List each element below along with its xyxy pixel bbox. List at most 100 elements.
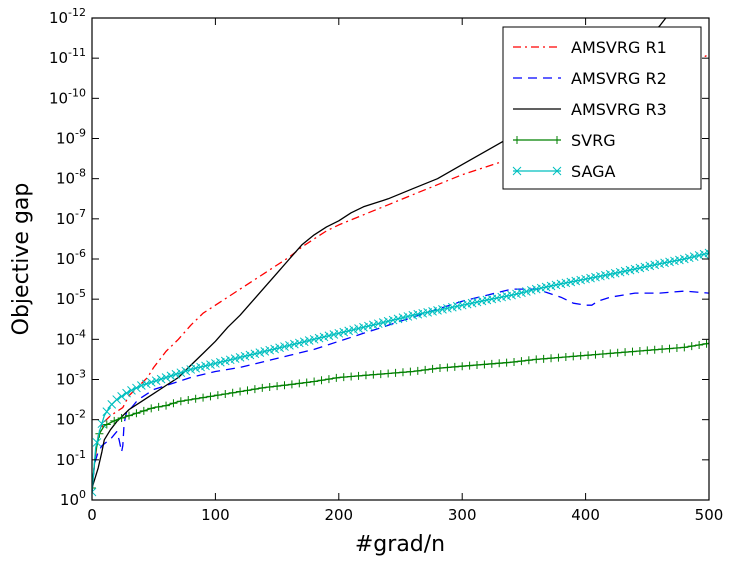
y-tick-label: 10-10 xyxy=(49,86,86,107)
series-marker xyxy=(569,352,578,361)
series-marker xyxy=(344,326,354,336)
series-marker xyxy=(201,361,210,371)
series-marker xyxy=(211,359,220,368)
series-marker xyxy=(369,370,378,379)
series-marker xyxy=(334,328,344,338)
series-marker xyxy=(309,334,319,344)
series-marker xyxy=(547,354,556,363)
series-marker xyxy=(110,416,119,425)
legend-label: SAGA xyxy=(571,162,616,181)
series-marker xyxy=(146,377,156,387)
series-saga xyxy=(92,248,709,497)
series-marker xyxy=(684,253,694,263)
series-marker xyxy=(539,354,548,363)
series-marker xyxy=(265,345,275,355)
series-marker xyxy=(643,346,652,355)
series-marker xyxy=(270,344,279,354)
series-marker xyxy=(181,366,191,376)
x-axis-label: #grad/n xyxy=(355,532,445,557)
series-marker xyxy=(347,372,356,381)
x-tick-label: 500 xyxy=(695,506,724,524)
x-tick-label: 200 xyxy=(324,506,353,524)
series-marker xyxy=(250,349,260,359)
series-marker xyxy=(258,383,267,392)
legend-item: SVRG xyxy=(513,131,616,150)
series-marker xyxy=(495,359,504,368)
series-marker xyxy=(317,376,326,385)
series-marker xyxy=(290,339,299,349)
series-marker xyxy=(421,365,430,374)
series-marker xyxy=(141,379,151,389)
series-marker xyxy=(329,330,339,339)
x-tick-label: 0 xyxy=(87,506,97,524)
series-marker xyxy=(621,348,630,357)
series-marker xyxy=(265,382,274,391)
series-marker xyxy=(171,369,181,379)
series-marker xyxy=(406,367,415,376)
series-marker xyxy=(191,394,200,403)
y-tick-label: 10-6 xyxy=(56,247,86,268)
series-marker xyxy=(635,346,644,355)
legend-item: SAGA xyxy=(512,162,616,181)
series-marker xyxy=(117,392,126,401)
series-marker xyxy=(319,332,329,342)
series-marker xyxy=(250,385,259,394)
series-marker xyxy=(699,249,709,259)
series-svrg xyxy=(92,339,709,492)
y-tick-label: 100 xyxy=(60,488,86,509)
series-marker xyxy=(112,395,122,404)
series-marker xyxy=(324,375,333,384)
y-tick-label: 10-7 xyxy=(56,207,86,228)
x-tick-label: 400 xyxy=(571,506,600,524)
series-marker xyxy=(324,331,334,341)
series-marker xyxy=(576,351,585,360)
y-tick-label: 10-4 xyxy=(56,327,86,348)
series-marker xyxy=(154,402,163,411)
legend-label: AMSVRG R3 xyxy=(571,100,667,119)
series-marker xyxy=(191,363,201,373)
series-marker xyxy=(384,369,393,378)
series-marker xyxy=(139,406,148,415)
series-amsvrg-r2 xyxy=(92,288,709,493)
series-marker xyxy=(228,388,237,397)
series-marker xyxy=(473,361,482,370)
series-marker xyxy=(361,371,370,380)
series-marker xyxy=(122,388,131,398)
series-marker xyxy=(127,385,136,395)
legend-box xyxy=(502,26,702,190)
series-marker xyxy=(584,351,593,360)
series-marker xyxy=(413,366,422,375)
series-marker xyxy=(220,356,230,366)
series-marker xyxy=(186,365,196,374)
series-marker xyxy=(702,339,709,348)
x-tick-label: 300 xyxy=(448,506,477,524)
series-marker xyxy=(196,362,205,372)
series-marker xyxy=(302,378,311,387)
series-marker xyxy=(151,376,161,386)
series-marker xyxy=(285,341,294,350)
series-marker xyxy=(132,383,141,393)
series-marker xyxy=(672,343,681,352)
series-marker xyxy=(510,357,519,366)
series-marker xyxy=(680,343,689,352)
series-marker xyxy=(378,318,388,327)
series-marker xyxy=(561,353,570,362)
series-marker xyxy=(398,313,408,322)
series-marker xyxy=(260,347,270,356)
series-marker xyxy=(169,399,178,408)
series-marker xyxy=(235,353,245,362)
series-marker xyxy=(156,374,166,384)
y-tick-label: 10-8 xyxy=(56,167,86,188)
series-marker xyxy=(388,315,398,325)
series-marker xyxy=(349,325,358,335)
series-marker xyxy=(502,358,511,367)
series-marker xyxy=(650,345,659,354)
series-marker xyxy=(435,364,444,373)
series-marker xyxy=(225,355,235,365)
x-tick-label: 100 xyxy=(201,506,230,524)
series-marker xyxy=(517,357,526,366)
series-marker xyxy=(391,368,400,377)
series-marker xyxy=(376,370,385,379)
series-marker xyxy=(665,344,674,353)
